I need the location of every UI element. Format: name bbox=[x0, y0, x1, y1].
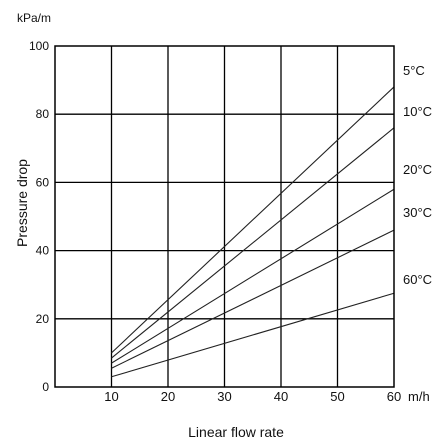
x-axis-label: Linear flow rate bbox=[188, 424, 284, 440]
y-tick-label: 40 bbox=[36, 244, 50, 258]
series-line bbox=[111, 86, 395, 354]
y-tick-label: 80 bbox=[36, 107, 50, 121]
x-tick-label: 10 bbox=[104, 389, 118, 404]
series-line bbox=[111, 229, 395, 369]
x-tick-label: 30 bbox=[217, 389, 231, 404]
y-tick-label: 0 bbox=[42, 380, 49, 394]
y-tick-label: 100 bbox=[29, 39, 49, 53]
series-line bbox=[111, 292, 395, 378]
series-labels: 5°C 10°C 20°C 30°C 60°C bbox=[403, 63, 432, 287]
x-tick-label: 20 bbox=[161, 389, 175, 404]
x-tick-labels: 10 20 30 40 50 60 bbox=[104, 389, 401, 404]
unit-label: kPa/m bbox=[17, 11, 51, 25]
series-label: 20°C bbox=[403, 162, 432, 177]
grid-lines bbox=[55, 46, 394, 387]
series-line bbox=[111, 188, 395, 364]
series-label: 30°C bbox=[403, 205, 432, 220]
series-lines bbox=[111, 86, 395, 378]
series-label: 60°C bbox=[403, 272, 432, 287]
x-tick-label: 60 bbox=[387, 389, 401, 404]
x-tick-label: 40 bbox=[274, 389, 288, 404]
x-tick-label: 50 bbox=[330, 389, 344, 404]
plot-frame bbox=[54, 45, 395, 388]
series-label: 10°C bbox=[403, 104, 432, 119]
y-tick-labels: 0 20 40 60 80 100 bbox=[29, 39, 49, 394]
series-line bbox=[111, 127, 395, 359]
series-label: 5°C bbox=[403, 63, 425, 78]
x-unit-label: m/h bbox=[408, 389, 430, 404]
y-tick-label: 60 bbox=[36, 175, 50, 189]
y-axis-label: Pressure drop bbox=[14, 159, 30, 247]
y-tick-label: 20 bbox=[36, 312, 50, 326]
